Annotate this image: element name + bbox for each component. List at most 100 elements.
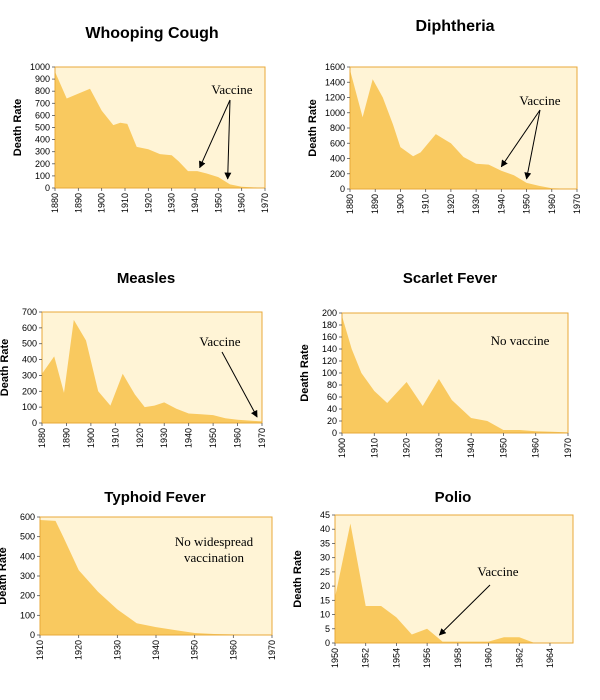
series-area [350,70,577,189]
x-tick-label: 1930 [434,438,444,458]
series-area [55,71,265,188]
x-tick-label: 1940 [184,428,194,448]
y-tick-label: 700 [22,307,37,317]
chart-title: Typhoid Fever [104,489,206,506]
y-tick-label: 0 [30,630,35,640]
annotation: Vaccine [519,93,560,108]
y-tick-label: 35 [320,538,330,548]
y-tick-label: 0 [325,638,330,648]
y-axis-label: Death Rate [307,99,319,156]
x-tick-label: 1956 [422,648,432,668]
x-tick-label: 1910 [35,640,45,660]
y-tick-label: 20 [320,581,330,591]
chart-title: Measles [117,270,175,287]
x-tick-label: 1960 [233,428,243,448]
y-tick-label: 1000 [325,108,345,118]
x-tick-label: 1910 [110,428,120,448]
y-tick-label: 45 [320,510,330,520]
y-tick-label: 400 [22,355,37,365]
y-tick-label: 1600 [325,62,345,72]
y-tick-label: 25 [320,567,330,577]
annotation: Vaccine [199,334,240,349]
y-tick-label: 800 [330,123,345,133]
chart-title: Polio [435,489,472,506]
x-tick-label: 1950 [213,193,223,213]
y-tick-label: 600 [35,110,50,120]
y-tick-label: 200 [20,591,35,601]
chart-title: Scarlet Fever [403,270,497,287]
x-tick-label: 1900 [337,438,347,458]
x-tick-label: 1952 [361,648,371,668]
x-tick-label: 1930 [167,193,177,213]
x-tick-label: 1940 [151,640,161,660]
y-tick-label: 400 [330,154,345,164]
x-tick-label: 1950 [498,438,508,458]
x-tick-label: 1940 [190,193,200,213]
x-tick-label: 1940 [466,438,476,458]
x-tick-label: 1970 [260,193,270,213]
y-tick-label: 120 [322,356,337,366]
y-tick-label: 40 [320,524,330,534]
chart-typhoid-fever: Typhoid Fever 0 100 200 300 400 500 600 1910 1920… [0,489,277,660]
y-tick-label: 60 [327,392,337,402]
y-tick-label: 0 [340,184,345,194]
x-tick-label: 1890 [73,193,83,213]
y-tick-label: 20 [327,416,337,426]
y-tick-label: 600 [20,512,35,522]
y-tick-label: 100 [22,402,37,412]
y-tick-label: 600 [330,138,345,148]
y-axis-label: Death Rate [0,547,9,604]
x-tick-label: 1964 [545,648,555,668]
x-tick-label: 1962 [514,648,524,668]
x-tick-label: 1880 [50,193,60,213]
x-tick-label: 1930 [159,428,169,448]
x-tick-label: 1970 [572,194,582,214]
y-tick-label: 140 [322,344,337,354]
x-tick-label: 1920 [74,640,84,660]
x-tick-label: 1954 [391,648,401,668]
x-tick-label: 1970 [267,640,277,660]
x-tick-label: 1960 [228,640,238,660]
y-tick-label: 100 [322,368,337,378]
annotation: No vaccine [491,333,550,348]
x-tick-label: 1920 [135,428,145,448]
x-tick-label: 1900 [395,194,405,214]
chart-whooping-cough: Whooping Cough 0 100 200 300 400 500 600 700 800 9… [12,25,270,213]
y-tick-label: 1200 [325,93,345,103]
y-tick-label: 500 [35,123,50,133]
annotation-arrow [221,351,258,418]
x-tick-label: 1920 [143,193,153,213]
chart-title: Whooping Cough [85,25,218,42]
y-tick-label: 80 [327,380,337,390]
x-tick-label: 1960 [547,194,557,214]
y-tick-label: 180 [322,320,337,330]
y-tick-label: 200 [22,386,37,396]
x-tick-label: 1900 [86,428,96,448]
x-tick-label: 1950 [190,640,200,660]
y-tick-label: 500 [20,532,35,542]
x-tick-label: 1900 [97,193,107,213]
y-tick-label: 300 [35,147,50,157]
annotation-arrow [224,99,232,180]
series-area [342,316,568,433]
y-tick-label: 0 [332,428,337,438]
y-tick-label: 700 [35,98,50,108]
y-tick-label: 200 [35,159,50,169]
y-axis-label: Death Rate [12,99,24,156]
annotation-arrow [438,584,491,636]
x-tick-label: 1930 [112,640,122,660]
y-tick-label: 1400 [325,77,345,87]
series-area [335,523,573,643]
y-tick-label: 0 [45,183,50,193]
x-tick-label: 1910 [421,194,431,214]
x-tick-label: 1880 [345,194,355,214]
y-tick-label: 10 [320,610,330,620]
x-tick-label: 1920 [446,194,456,214]
y-tick-label: 5 [325,624,330,634]
x-tick-label: 1880 [37,428,47,448]
y-tick-label: 600 [22,323,37,333]
y-tick-label: 300 [20,571,35,581]
chart-scarlet-fever: Scarlet Fever 0 20 40 60 80 100 120 140 160 180 200… [299,270,573,458]
series-area [42,319,262,423]
